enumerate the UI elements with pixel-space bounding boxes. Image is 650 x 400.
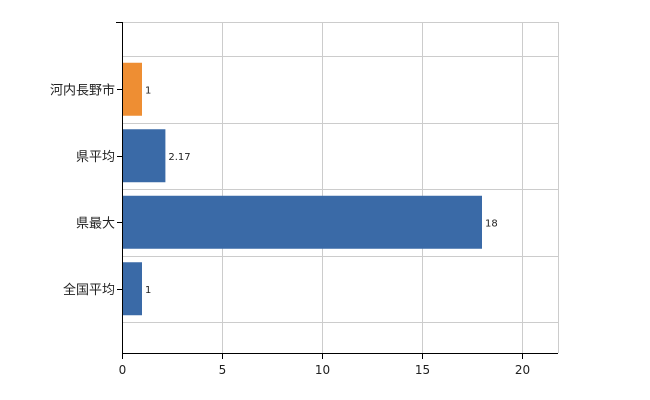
grid-lines <box>122 22 559 353</box>
data-label: 2.17 <box>168 152 190 163</box>
x-tick-label: 5 <box>219 363 227 377</box>
labels: 1 河内長野市 2.17 県平均 18 県最大 1 全国平均 0 5 10 15 20 <box>50 82 530 377</box>
category-label: 県最大 <box>76 216 115 231</box>
category-label: 全国平均 <box>63 282 115 298</box>
x-tick-label: 15 <box>415 363 430 377</box>
bar <box>122 62 142 116</box>
category-label: 河内長野市 <box>50 82 115 98</box>
data-label: 1 <box>145 285 151 296</box>
bar <box>122 195 482 249</box>
bar <box>122 262 142 316</box>
data-label: 1 <box>145 85 151 96</box>
x-tick-label: 10 <box>315 363 330 377</box>
category-label: 県平均 <box>76 150 115 165</box>
axes <box>116 22 558 359</box>
data-label: 18 <box>485 218 498 229</box>
x-tick-label: 0 <box>119 363 127 377</box>
bars <box>122 62 482 316</box>
x-tick-label: 20 <box>515 363 530 377</box>
bar <box>122 129 166 183</box>
